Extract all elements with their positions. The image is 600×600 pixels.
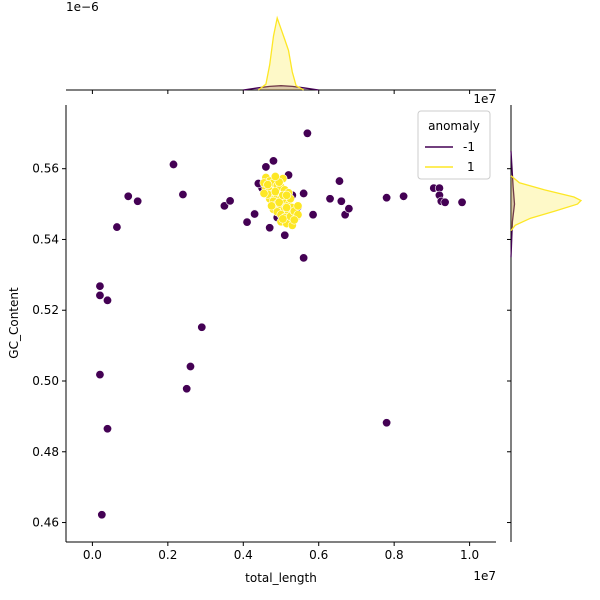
point-anomaly-neg1: [225, 196, 235, 206]
point-anomaly-neg1: [299, 188, 309, 198]
point-anomaly-neg1: [299, 253, 309, 263]
y-tick-label: 0.50: [32, 374, 59, 388]
point-anomaly-neg1: [242, 217, 252, 227]
point-anomaly-neg1: [440, 197, 450, 207]
x-tick-label: 0.4: [234, 548, 253, 562]
right-kde-fill-pos1: [511, 175, 581, 231]
right-marginal-kde: [510, 150, 583, 258]
main-scatter-axes: 0.0 0.2 0.4 0.6 0.8 1.0 0.460.480.500.520.540…: [32, 105, 496, 562]
x-tick-label: 0.6: [309, 548, 328, 562]
legend-box: [417, 110, 491, 180]
x-offset-label-top: 1e7: [473, 92, 496, 106]
top-marginal-offset-label: 1e−6: [66, 0, 99, 14]
point-anomaly-neg1: [280, 230, 290, 240]
point-anomaly-pos1: [270, 187, 280, 197]
top-kde-line-pos1: [258, 15, 304, 91]
point-anomaly-neg1: [133, 196, 143, 206]
point-anomaly-pos1: [282, 190, 292, 200]
point-anomaly-neg1: [197, 322, 207, 332]
point-anomaly-pos1: [278, 214, 288, 224]
point-anomaly-neg1: [250, 209, 260, 219]
scatter-points: [95, 128, 467, 520]
point-anomaly-neg1: [219, 201, 229, 211]
y-tick-label: 0.54: [32, 232, 59, 246]
point-anomaly-neg1: [265, 223, 275, 233]
y-axis-label: GC_Content: [7, 287, 21, 359]
legend-label-neg1: -1: [463, 140, 475, 154]
point-anomaly-neg1: [399, 191, 409, 201]
point-anomaly-neg1: [382, 418, 392, 428]
top-marginal-axes: [66, 15, 496, 94]
point-anomaly-neg1: [336, 196, 346, 206]
point-anomaly-neg1: [97, 510, 107, 520]
point-anomaly-neg1: [102, 424, 112, 434]
point-anomaly-neg1: [95, 281, 105, 291]
point-anomaly-neg1: [382, 193, 392, 203]
x-tick-label: 0.0: [83, 548, 102, 562]
point-anomaly-pos1: [270, 171, 280, 181]
point-anomaly-neg1: [185, 361, 195, 371]
point-anomaly-pos1: [289, 215, 299, 225]
x-tick-label: 0.2: [158, 548, 177, 562]
legend-label-pos1: 1: [467, 160, 475, 174]
point-anomaly-neg1: [123, 191, 133, 201]
right-kde-line-pos1: [510, 175, 583, 232]
y-ticks: 0.46 0.48 0.50 0.52 0.54 0.56: [32, 162, 66, 530]
y-tick-label: 0.52: [32, 303, 59, 317]
y-tick-label: 0.56: [32, 162, 59, 176]
point-anomaly-neg1: [344, 204, 354, 214]
point-anomaly-neg1: [308, 210, 318, 220]
point-anomaly-pos1: [293, 201, 303, 211]
point-anomaly-neg1: [302, 128, 312, 138]
right-marginal-axes: [507, 105, 583, 542]
legend-title: anomaly: [428, 119, 480, 133]
x-tick-label: 1.0: [460, 548, 479, 562]
point-anomaly-neg1: [169, 159, 179, 169]
point-anomaly-pos1: [259, 188, 269, 198]
point-anomaly-pos1: [282, 203, 292, 213]
point-anomaly-neg1: [457, 197, 467, 207]
point-anomaly-neg1: [95, 370, 105, 380]
y-tick-label: 0.48: [32, 445, 59, 459]
point-anomaly-neg1: [95, 290, 105, 300]
top-kde-line-neg1: [243, 85, 319, 91]
point-anomaly-neg1: [268, 156, 278, 166]
x-ticks: 0.0 0.2 0.4 0.6 0.8 1.0: [83, 542, 479, 562]
point-anomaly-neg1: [325, 194, 335, 204]
top-marginal-kde: [243, 15, 319, 91]
point-anomaly-pos1: [263, 180, 273, 190]
right-marginal-ticks: [507, 168, 511, 524]
y-tick-label: 0.46: [32, 516, 59, 530]
point-anomaly-neg1: [112, 222, 122, 232]
legend: anomaly -1 1: [417, 110, 491, 180]
right-kde-line-neg1: [510, 150, 516, 258]
point-anomaly-neg1: [334, 176, 344, 186]
point-anomaly-neg1: [182, 384, 192, 394]
point-anomaly-neg1: [261, 162, 271, 172]
x-tick-label: 0.8: [385, 548, 404, 562]
top-marginal-ticks: [91, 90, 471, 94]
point-anomaly-pos1: [267, 201, 277, 211]
x-axis-label: total_length: [245, 571, 317, 585]
point-anomaly-neg1: [102, 295, 112, 305]
x-offset-label-bottom: 1e7: [473, 569, 496, 583]
point-anomaly-pos1: [274, 197, 284, 207]
top-kde-fill-neg1: [243, 85, 319, 90]
point-anomaly-neg1: [178, 190, 188, 200]
